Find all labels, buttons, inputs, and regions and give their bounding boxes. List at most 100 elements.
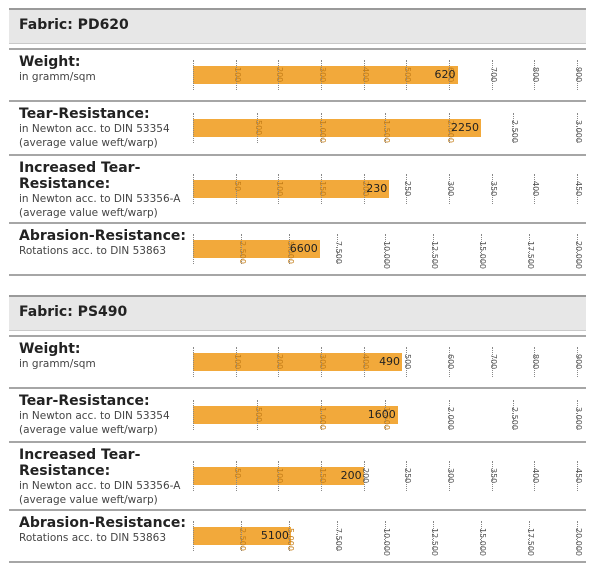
axis-tick-label: 600	[446, 354, 455, 370]
property-subtitle: Rotations acc. to DIN 53863	[19, 245, 167, 257]
axis-tick-mark	[289, 521, 291, 551]
property-title: Abrasion-Resistance:	[19, 228, 186, 244]
axis-tick-mark	[491, 347, 494, 377]
axis-tick-mark	[534, 461, 536, 491]
axis-tick-mark	[491, 174, 494, 204]
property-title: Tear-Resistance:	[19, 393, 150, 409]
axis-tick-mark	[235, 347, 238, 377]
panel-bottom-rule	[9, 274, 586, 276]
property-row: Increased Tear-Resistance: in Newton acc.…	[9, 441, 586, 509]
axis-tick-label: 10.000	[382, 241, 391, 269]
fabric-panel: Fabric: PD620 Weight: in gramm/sqm 100 200 30…	[9, 8, 586, 276]
axis-tick-label: 800	[531, 67, 541, 83]
value-bar	[193, 66, 458, 84]
axis-tick-label: 10.000	[382, 528, 391, 556]
property-title: Weight:	[19, 341, 81, 357]
axis-tick-mark	[534, 60, 536, 90]
axis-tick-mark	[363, 347, 366, 377]
property-subtitle: in Newton acc. to DIN 53356-A (average v…	[19, 193, 181, 219]
value-label: 6600	[289, 242, 318, 255]
axis-tick-mark	[321, 461, 323, 491]
axis-tick-label: 17.500	[526, 241, 535, 269]
panel-bottom-rule	[9, 561, 586, 563]
axis-tick-label: 700	[488, 67, 498, 83]
axis-tick-mark	[363, 174, 366, 204]
axis-tick-mark	[321, 347, 323, 377]
axis-tick-mark	[449, 60, 451, 90]
axis-tick-label: 900	[574, 354, 583, 370]
axis-tick-mark	[406, 461, 408, 491]
property-title: Abrasion-Resistance:	[19, 515, 186, 531]
axis-tick-mark	[406, 174, 408, 204]
value-bar	[193, 180, 390, 198]
axis-tick-label: 350	[488, 468, 498, 484]
property-row: Tear-Resistance: in Newton acc. to DIN 53…	[9, 100, 586, 154]
axis-tick-mark	[193, 521, 195, 551]
axis-tick-label: 2.500	[510, 120, 519, 143]
axis-tick-mark	[385, 521, 387, 551]
axis-tick-label: 350	[488, 181, 498, 197]
axis-tick-mark	[449, 174, 451, 204]
axis-tick-mark	[385, 113, 387, 143]
panel-title: Fabric: PS490	[19, 304, 128, 320]
axis-tick-mark	[577, 400, 579, 430]
value-label: 230	[366, 182, 388, 195]
axis-tick-mark	[491, 461, 494, 491]
axis-tick-mark	[577, 113, 579, 143]
axis-tick-mark	[513, 400, 515, 430]
axis-tick-mark	[577, 174, 579, 204]
axis-tick-mark	[385, 400, 387, 430]
axis-tick-mark	[278, 347, 280, 377]
axis-tick-mark	[321, 400, 323, 430]
axis-tick-label: 7.500	[334, 528, 343, 551]
axis-tick-mark	[577, 234, 579, 264]
axis-tick-mark	[337, 234, 339, 264]
value-bar	[193, 353, 403, 371]
axis-tick-label: 800	[531, 354, 541, 370]
axis-tick-label: 2.500	[510, 407, 519, 430]
property-title: Increased Tear-Resistance:	[19, 160, 141, 192]
value-label: 2250	[451, 121, 479, 134]
axis-tick-label: 250	[403, 468, 413, 484]
axis-tick-mark	[321, 60, 323, 90]
panel-header: Fabric: PS490	[9, 295, 586, 331]
axis-tick-mark	[491, 60, 494, 90]
axis-tick-mark	[449, 400, 451, 430]
axis-tick-label: 12.500	[430, 528, 439, 556]
axis-tick-mark	[278, 60, 280, 90]
axis-tick-mark	[235, 60, 238, 90]
axis-tick-mark	[337, 521, 339, 551]
axis-tick-label: 2.000	[446, 407, 455, 430]
axis-tick-label: 250	[403, 181, 413, 197]
axis-tick-mark	[289, 234, 291, 264]
axis-tick-mark	[534, 174, 536, 204]
panel-title: Fabric: PD620	[19, 17, 129, 33]
value-label: 490	[379, 355, 401, 368]
axis-tick-mark	[193, 234, 195, 264]
value-label: 200	[340, 469, 362, 482]
axis-tick-label: 400	[531, 468, 541, 484]
value-label: 620	[434, 68, 456, 81]
axis-tick-mark	[433, 234, 435, 264]
axis-tick-mark	[513, 113, 515, 143]
property-title: Weight:	[19, 54, 81, 70]
axis-tick-mark	[193, 347, 195, 377]
axis-tick-mark	[449, 347, 451, 377]
property-row: Increased Tear-Resistance: in Newton acc.…	[9, 154, 586, 222]
axis-tick-mark	[257, 113, 259, 143]
value-label: 1600	[367, 408, 396, 421]
axis-tick-mark	[241, 521, 243, 551]
axis-tick-mark	[577, 60, 579, 90]
axis-tick-mark	[577, 347, 579, 377]
axis-tick-label: 17.500	[526, 528, 535, 556]
axis-tick-mark	[481, 521, 483, 551]
axis-tick-mark	[481, 234, 483, 264]
axis-tick-label: 300	[446, 181, 455, 197]
axis-tick-label: 12.500	[430, 241, 439, 269]
axis-tick-mark	[321, 174, 323, 204]
axis-tick-mark	[193, 113, 195, 143]
axis-tick-label: 15.000	[478, 241, 487, 269]
axis-tick-mark	[534, 347, 536, 377]
property-row: Weight: in gramm/sqm 100 200 300 400 500 600 700…	[9, 48, 586, 100]
axis-tick-mark	[529, 521, 531, 551]
